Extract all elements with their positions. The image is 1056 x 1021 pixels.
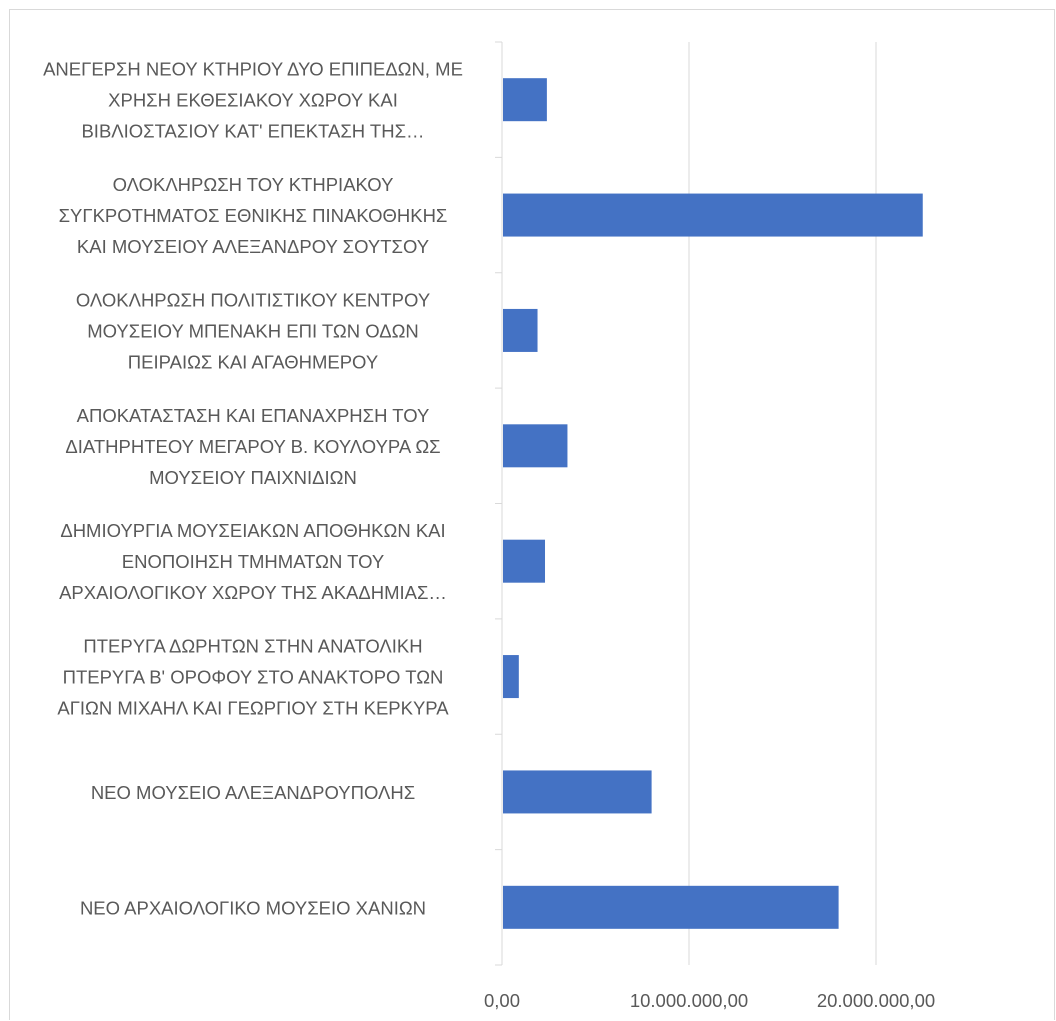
bar [503, 308, 538, 352]
category-label-layer: ΑΝΕΓΕΡΣΗ ΝΕΟΥ ΚΤΗΡΙΟΥ ΔΥΟ ΕΠΙΠΕΔΩΝ, ΜΕ ΧΡ… [43, 59, 463, 919]
bar [503, 885, 839, 929]
bar [503, 770, 652, 814]
category-label-line: ΟΛΟΚΛΗΡΩΣΗ ΠΟΛΙΤΙΣΤΙΚΟΥ ΚΕΝΤΡΟΥ [76, 289, 430, 310]
category-label: ΝΕΟ ΑΡΧΑΙΟΛΟΓΙΚΟ ΜΟΥΣΕΙΟ ΧΑΝΙΩΝ [80, 897, 426, 918]
bar [503, 424, 568, 468]
category-label-line: ΠΤΕΡΥΓΑ Β' ΟΡΟΦΟΥ ΣΤΟ ΑΝΑΚΤΟΡΟ ΤΩΝ [63, 667, 444, 688]
x-tick-label: 0,00 [484, 990, 520, 1011]
x-tick-label: 10.000.000,00 [630, 990, 748, 1011]
category-label-line: ΑΠΟΚΑΤΑΣΤΑΣΗ ΚΑΙ ΕΠΑΝΑΧΡΗΣΗ ΤΟΥ [77, 405, 430, 426]
category-label-line: ΚΑΙ ΜΟΥΣΕΙΟΥ ΑΛΕΞΑΝΔΡΟΥ ΣΟΥΤΣΟΥ [77, 236, 429, 257]
axis-layer [495, 41, 503, 966]
category-label-line: ΕΝΟΠΟΙΗΣΗ ΤΜΗΜΑΤΩΝ ΤΟΥ [122, 551, 384, 572]
bar [503, 78, 547, 122]
category-label: ΠΤΕΡΥΓΑ ΔΩΡΗΤΩΝ ΣΤΗΝ ΑΝΑΤΟΛΙΚΗ ΠΤΕΡΥΓΑ Β'… [57, 636, 449, 719]
category-label: ΝΕΟ ΜΟΥΣΕΙΟ ΑΛΕΞΑΝΔΡΟΥΠΟΛΗΣ [91, 782, 415, 803]
category-label-line: ΒΙΒΛΙΟΣΤΑΣΙΟΥ ΚΑΤ' ΕΠΕΚΤΑΣΗ ΤΗΣ… [81, 121, 424, 142]
category-label-line: ΠΤΕΡΥΓΑ ΔΩΡΗΤΩΝ ΣΤΗΝ ΑΝΑΤΟΛΙΚΗ [83, 636, 422, 657]
category-label-line: ΠΕΙΡΑΙΩΣ ΚΑΙ ΑΓΑΘΗΜΕΡΟΥ [128, 351, 378, 372]
chart-frame [9, 9, 1055, 1020]
category-label-line: ΔΙΑΤΗΡΗΤΕΟΥ ΜΕΓΑΡΟΥ Β. ΚΟΥΛΟΥΡΑ ΩΣ [65, 436, 440, 457]
category-label-line: ΔΗΜΙΟΥΡΓΙΑ ΜΟΥΣΕΙΑΚΩΝ ΑΠΟΘΗΚΩΝ ΚΑΙ [60, 520, 445, 541]
category-label: ΔΗΜΙΟΥΡΓΙΑ ΜΟΥΣΕΙΑΚΩΝ ΑΠΟΘΗΚΩΝ ΚΑΙ ΕΝΟΠΟΙ… [59, 520, 447, 603]
bar-layer [503, 78, 923, 929]
grid-layer [688, 42, 877, 965]
category-label-line: ΧΡΗΣΗ ΕΚΘΕΣΙΑΚΟΥ ΧΩΡΟΥ ΚΑΙ [108, 90, 398, 111]
category-label-line: ΣΥΓΚΡΟΤΗΜΑΤΟΣ ΕΘΝΙΚΗΣ ΠΙΝΑΚΟΘΗΚΗΣ [59, 205, 448, 226]
category-label: ΑΝΕΓΕΡΣΗ ΝΕΟΥ ΚΤΗΡΙΟΥ ΔΥΟ ΕΠΙΠΕΔΩΝ, ΜΕ ΧΡ… [43, 59, 463, 142]
category-label: ΑΠΟΚΑΤΑΣΤΑΣΗ ΚΑΙ ΕΠΑΝΑΧΡΗΣΗ ΤΟΥ ΔΙΑΤΗΡΗΤΕ… [65, 405, 440, 488]
bar [503, 655, 519, 699]
tick-label-layer: 0,00 10.000.000,00 20.000.000,00 [484, 990, 935, 1011]
category-label: ΟΛΟΚΛΗΡΩΣΗ ΠΟΛΙΤΙΣΤΙΚΟΥ ΚΕΝΤΡΟΥ ΜΟΥΣΕΙΟΥ … [76, 289, 430, 372]
x-tick-label: 20.000.000,00 [817, 990, 935, 1011]
bar [503, 193, 923, 237]
category-label-line: ΝΕΟ ΑΡΧΑΙΟΛΟΓΙΚΟ ΜΟΥΣΕΙΟ ΧΑΝΙΩΝ [80, 897, 426, 918]
category-label: ΟΛΟΚΛΗΡΩΣΗ ΤΟΥ ΚΤΗΡΙΑΚΟΥ ΣΥΓΚΡΟΤΗΜΑΤΟΣ ΕΘ… [59, 174, 448, 257]
category-label-line: ΝΕΟ ΜΟΥΣΕΙΟ ΑΛΕΞΑΝΔΡΟΥΠΟΛΗΣ [91, 782, 415, 803]
category-label-line: ΟΛΟΚΛΗΡΩΣΗ ΤΟΥ ΚΤΗΡΙΑΚΟΥ [113, 174, 394, 195]
category-label-line: ΜΟΥΣΕΙΟΥ ΜΠΕΝΑΚΗ ΕΠΙ ΤΩΝ ΟΔΩΝ [87, 320, 419, 341]
category-label-line: ΑΡΧΑΙΟΛΟΓΙΚΟΥ ΧΩΡΟΥ ΤΗΣ ΑΚΑΔΗΜΙΑΣ… [59, 582, 447, 603]
bar [503, 539, 546, 583]
category-label-line: ΑΓΙΩΝ ΜΙΧΑΗΛ ΚΑΙ ΓΕΩΡΓΙΟΥ ΣΤΗ ΚΕΡΚΥΡΑ [57, 698, 449, 719]
category-label-line: ΑΝΕΓΕΡΣΗ ΝΕΟΥ ΚΤΗΡΙΟΥ ΔΥΟ ΕΠΙΠΕΔΩΝ, ΜΕ [43, 59, 463, 80]
category-label-line: ΜΟΥΣΕΙΟΥ ΠΑΙΧΝΙΔΙΩΝ [149, 467, 357, 488]
